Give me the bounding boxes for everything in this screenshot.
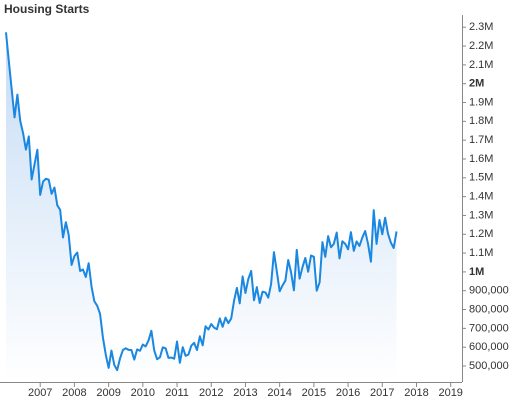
x-tick-label: 2013: [233, 387, 257, 399]
y-tick-label: 1.1M: [469, 247, 493, 259]
x-tick-label: 2017: [370, 387, 394, 399]
y-tick-label: 900,000: [469, 285, 509, 297]
x-tick-label: 2010: [131, 387, 155, 399]
x-tick-label: 2016: [336, 387, 360, 399]
x-tick-label: 2009: [96, 387, 120, 399]
y-tick-label: 600,000: [469, 341, 509, 353]
x-tick-label: 2007: [28, 387, 52, 399]
y-tick-label: 1.7M: [469, 134, 493, 146]
y-tick-label: 500,000: [469, 360, 509, 372]
area-fill: [5, 32, 397, 383]
y-tick-label: 2.1M: [469, 59, 493, 71]
x-tick-label: 2015: [302, 387, 326, 399]
y-tick-label: 800,000: [469, 303, 509, 315]
y-tick-label: 2.3M: [469, 21, 493, 33]
y-tick-label: 1.9M: [469, 96, 493, 108]
line: [4, 32, 398, 372]
y-tick-label: 700,000: [469, 322, 509, 334]
x-tick-label: 2011: [165, 387, 189, 399]
y-tick-label: 1.4M: [469, 191, 493, 203]
x-tick-label: 2008: [62, 387, 86, 399]
x-tick-label: 2014: [267, 387, 291, 399]
y-tick-label: 2.2M: [469, 40, 493, 52]
chart-title: Housing Starts: [4, 2, 90, 16]
y-tick-label: 1.5M: [469, 172, 493, 184]
y-tick-label: 1.3M: [469, 209, 493, 221]
x-tick-label: 2019: [438, 387, 462, 399]
y-tick-label: 1.2M: [469, 228, 493, 240]
y-tick-label: 1.6M: [469, 153, 493, 165]
y-tick-label: 2M: [469, 78, 484, 90]
x-tick-label: 2012: [199, 387, 223, 399]
y-tick-label: 1M: [469, 266, 484, 278]
y-tick-label: 1.8M: [469, 115, 493, 127]
x-tick-label: 2018: [404, 387, 428, 399]
